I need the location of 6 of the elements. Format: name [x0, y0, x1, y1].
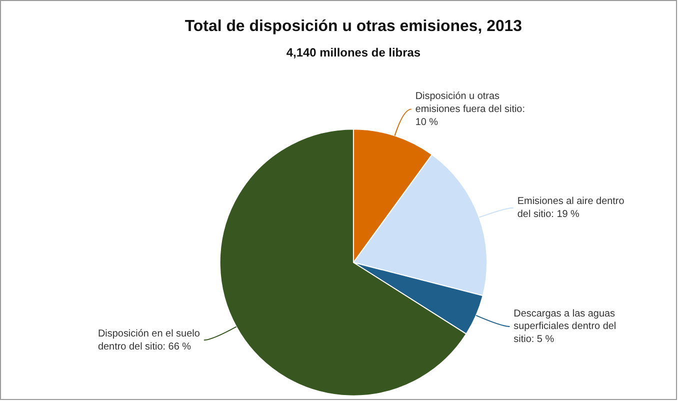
slice-label: Descargas a las aguas superficiales dentro del sitio: 5 % — [514, 308, 616, 346]
slice-label: Emisiones al aire dentro del sitio: 19 % — [517, 196, 625, 220]
slice-label: Disposición en el suelo dentro del sitio: 66 % — [98, 328, 200, 352]
chart-subtitle: 4,140 millones de libras — [286, 45, 421, 60]
slice-label: Disposición u otras emisiones fuera del sitio: 10 % — [415, 90, 525, 128]
chart-title: Total de disposición u otras emisiones, 2013 — [184, 18, 522, 35]
